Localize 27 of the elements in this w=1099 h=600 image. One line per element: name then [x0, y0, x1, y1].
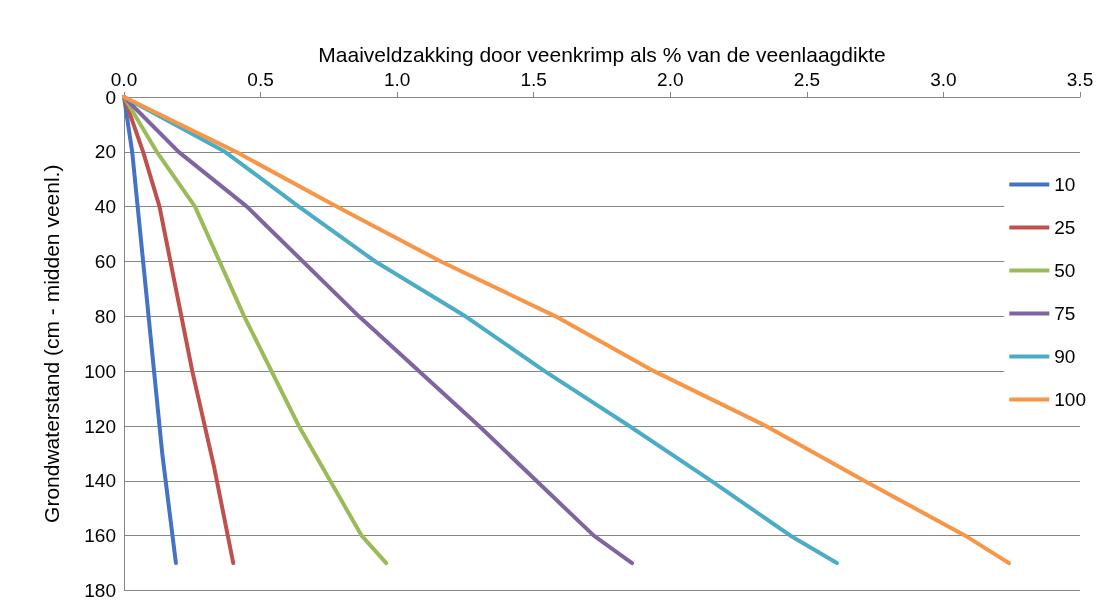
x-tick-label: 1.5	[520, 69, 547, 90]
legend-label: 75	[1054, 303, 1076, 324]
y-tick-label: 40	[94, 196, 116, 218]
y-tick-label: 80	[94, 305, 116, 327]
x-tick-label: 2.5	[793, 69, 821, 90]
legend-label: 10	[1054, 174, 1076, 195]
y-tick-label: 140	[84, 470, 116, 492]
y-tick-label: 160	[84, 525, 116, 547]
x-tick-label: 3.0	[930, 69, 957, 90]
y-tick-label: 100	[84, 360, 116, 382]
y-axis-title: Grondwaterstand (cm - midden veenl.)	[40, 164, 63, 523]
y-tick-label: 180	[84, 580, 116, 600]
y-tick-label: 120	[84, 415, 116, 437]
legend-label: 100	[1054, 389, 1086, 410]
legend-label: 90	[1054, 346, 1076, 367]
x-axis-title: Maaiveldzakking door veenkrimp als % van de veenlaagdikte	[318, 43, 886, 67]
x-tick-label: 0.5	[247, 69, 274, 90]
legend-label: 50	[1054, 260, 1076, 281]
y-tick-label: 60	[94, 251, 116, 272]
x-tick-label: 3.5	[1066, 69, 1094, 90]
y-tick-label: 20	[94, 141, 116, 163]
legend-label: 25	[1054, 217, 1076, 238]
line-series	[122, 95, 236, 566]
x-tick-label: 2.0	[657, 69, 684, 90]
line-series	[122, 95, 1011, 566]
x-tick-label: 1.0	[383, 69, 411, 90]
line-series	[122, 95, 178, 566]
